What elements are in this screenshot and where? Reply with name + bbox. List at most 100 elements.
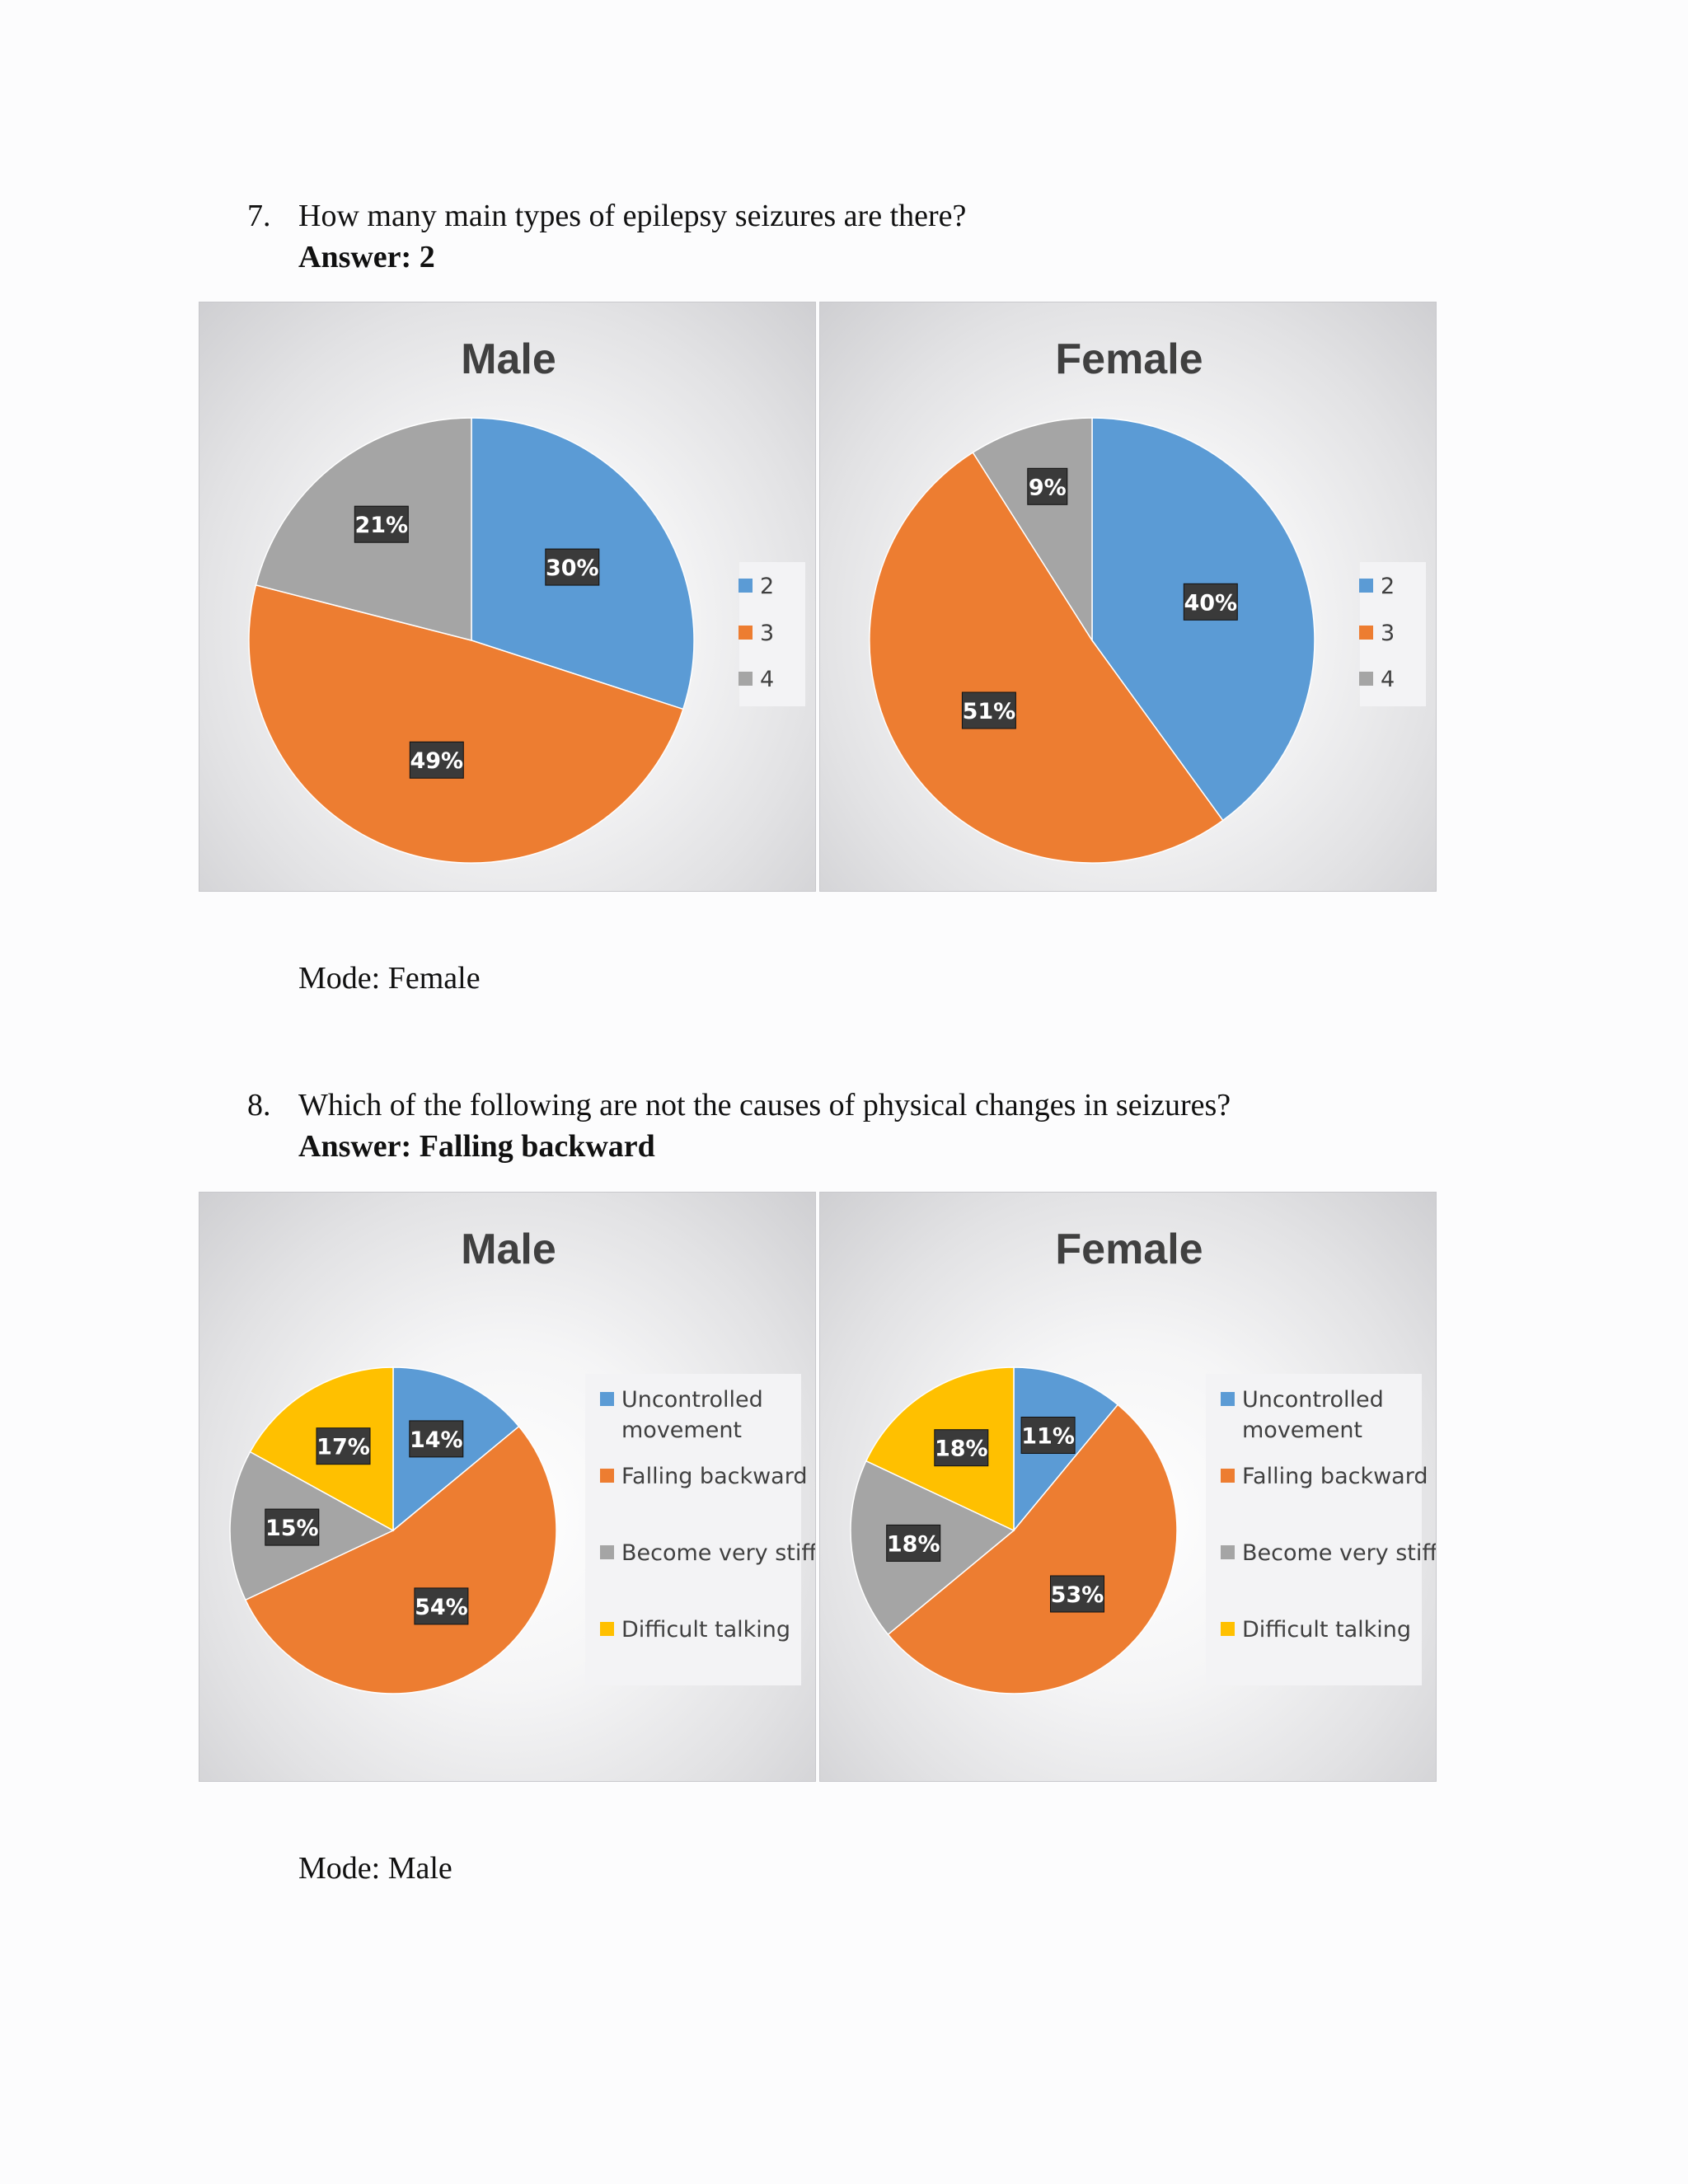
svg-text:18%: 18% bbox=[887, 1531, 940, 1557]
legend-swatch bbox=[1221, 1469, 1235, 1483]
data-label: 49% bbox=[409, 741, 464, 779]
legend-swatch bbox=[1359, 626, 1373, 640]
svg-text:2: 2 bbox=[760, 574, 774, 599]
chart-title: Female bbox=[1055, 1226, 1203, 1273]
chart-title: Male bbox=[461, 335, 556, 383]
data-label: 15% bbox=[265, 1508, 320, 1546]
svg-text:17%: 17% bbox=[316, 1435, 370, 1460]
pie-slice bbox=[248, 583, 684, 864]
mode-text-q8: Mode: Male bbox=[298, 1851, 452, 1886]
legend-item: 3 bbox=[738, 621, 774, 646]
data-label: 30% bbox=[545, 548, 600, 586]
legend-swatch bbox=[1221, 1545, 1235, 1559]
data-label: 17% bbox=[316, 1427, 371, 1465]
data-label: 11% bbox=[1020, 1417, 1076, 1454]
legend-item: Falling backward bbox=[1221, 1464, 1428, 1489]
svg-text:51%: 51% bbox=[963, 699, 1016, 724]
chart-panel-q7-male: Male 30% 49% 21% 2 3 4 bbox=[199, 302, 816, 892]
chart-legend: 2 3 4 bbox=[1359, 562, 1426, 706]
svg-text:Uncontrolled: Uncontrolled bbox=[1242, 1387, 1384, 1413]
svg-text:18%: 18% bbox=[935, 1436, 988, 1462]
data-label: 54% bbox=[414, 1587, 469, 1625]
mode-text-q7: Mode: Female bbox=[298, 961, 481, 996]
legend-item: 3 bbox=[1359, 621, 1395, 646]
pie-chart-q7-female: Female 40% 51% 9% 2 3 4 bbox=[869, 335, 1426, 864]
legend-item: Difficult talking bbox=[600, 1617, 790, 1643]
legend-item: 4 bbox=[1359, 667, 1395, 692]
data-label: 21% bbox=[354, 505, 409, 543]
svg-text:Difficult talking: Difficult talking bbox=[621, 1617, 790, 1643]
chart-panel-q7-female: Female 40% 51% 9% 2 3 4 bbox=[819, 302, 1437, 892]
svg-text:Difficult talking: Difficult talking bbox=[1242, 1617, 1411, 1643]
svg-text:4: 4 bbox=[1381, 667, 1395, 692]
svg-text:Falling backward: Falling backward bbox=[621, 1464, 808, 1489]
svg-text:movement: movement bbox=[1242, 1418, 1362, 1443]
data-label: 18% bbox=[886, 1524, 941, 1562]
svg-text:9%: 9% bbox=[1029, 475, 1067, 500]
svg-text:Uncontrolled: Uncontrolled bbox=[621, 1387, 763, 1413]
svg-text:53%: 53% bbox=[1051, 1582, 1104, 1608]
chart-title: Male bbox=[461, 1226, 556, 1273]
question-answer: Answer: 2 bbox=[298, 240, 435, 274]
question-8: 8. Which of the following are not the ca… bbox=[247, 1085, 1566, 1167]
svg-text:movement: movement bbox=[621, 1418, 742, 1443]
question-text: How many main types of epilepsy seizures… bbox=[298, 199, 967, 233]
chart-legend: Uncontrolled movement Falling backward Beco… bbox=[585, 1374, 816, 1685]
legend-swatch bbox=[600, 1545, 614, 1559]
legend-swatch bbox=[600, 1392, 614, 1406]
data-label: 9% bbox=[1027, 467, 1068, 505]
legend-swatch bbox=[1221, 1622, 1235, 1636]
svg-text:3: 3 bbox=[1381, 621, 1395, 646]
legend-item: Uncontrolled movement bbox=[1221, 1387, 1384, 1443]
svg-text:Become very stiff: Become very stiff bbox=[1242, 1540, 1437, 1566]
svg-text:21%: 21% bbox=[354, 513, 408, 538]
legend-item: Uncontrolled movement bbox=[600, 1387, 763, 1443]
question-7: 7. How many main types of epilepsy seizu… bbox=[247, 195, 1484, 278]
pie-slice bbox=[869, 451, 1224, 864]
legend-item: 4 bbox=[738, 667, 774, 692]
legend-swatch bbox=[600, 1469, 614, 1483]
pie-chart-q7-male: Male 30% 49% 21% 2 3 4 bbox=[248, 335, 805, 864]
question-answer: Answer: Falling backward bbox=[298, 1129, 655, 1164]
legend-swatch bbox=[1359, 672, 1373, 686]
svg-text:4: 4 bbox=[760, 667, 774, 692]
question-text: Which of the following are not the cause… bbox=[298, 1088, 1231, 1122]
legend-item: Become very stiff bbox=[600, 1540, 816, 1566]
data-label: 14% bbox=[409, 1420, 464, 1458]
svg-text:15%: 15% bbox=[265, 1516, 319, 1541]
chart-panel-q8-female: Female 11% 53% 18% 18% Uncontrolled movement Fa… bbox=[819, 1192, 1437, 1782]
svg-text:Become very stiff: Become very stiff bbox=[621, 1540, 816, 1566]
legend-item: Falling backward bbox=[600, 1464, 808, 1489]
legend-swatch bbox=[1221, 1392, 1235, 1406]
question-number: 8. bbox=[247, 1088, 271, 1122]
chart-title: Female bbox=[1055, 335, 1203, 383]
svg-text:Falling backward: Falling backward bbox=[1242, 1464, 1428, 1489]
svg-text:49%: 49% bbox=[410, 748, 463, 774]
legend-item: 2 bbox=[1359, 574, 1395, 599]
svg-text:2: 2 bbox=[1381, 574, 1395, 599]
data-label: 18% bbox=[934, 1429, 989, 1467]
pie-chart-q8-female: Female 11% 53% 18% 18% Uncontrolled movement Fa… bbox=[850, 1226, 1437, 1694]
data-label: 40% bbox=[1183, 583, 1238, 621]
pie-slice bbox=[244, 1425, 557, 1694]
legend-swatch bbox=[738, 626, 753, 640]
legend-swatch bbox=[600, 1622, 614, 1636]
svg-text:30%: 30% bbox=[546, 555, 599, 581]
data-label: 53% bbox=[1050, 1575, 1104, 1613]
legend-swatch bbox=[738, 579, 753, 593]
legend-item: Difficult talking bbox=[1221, 1617, 1411, 1643]
legend-item: Become very stiff bbox=[1221, 1540, 1437, 1566]
chart-legend: Uncontrolled movement Falling backward Beco… bbox=[1206, 1374, 1437, 1685]
pie-slice bbox=[887, 1404, 1178, 1694]
svg-text:14%: 14% bbox=[410, 1427, 463, 1453]
svg-text:11%: 11% bbox=[1021, 1424, 1075, 1450]
data-label: 51% bbox=[961, 691, 1016, 729]
legend-item: 2 bbox=[738, 574, 774, 599]
chart-panel-q8-male: Male 14% 54% 15% 17% Uncontrolled movement Fall… bbox=[199, 1192, 816, 1782]
legend-swatch bbox=[1359, 579, 1373, 593]
question-number: 7. bbox=[247, 199, 271, 233]
svg-text:3: 3 bbox=[760, 621, 774, 646]
svg-text:40%: 40% bbox=[1184, 590, 1237, 616]
pie-chart-q8-male: Male 14% 54% 15% 17% Uncontrolled movement Fall… bbox=[229, 1226, 816, 1694]
chart-legend: 2 3 4 bbox=[738, 562, 805, 706]
